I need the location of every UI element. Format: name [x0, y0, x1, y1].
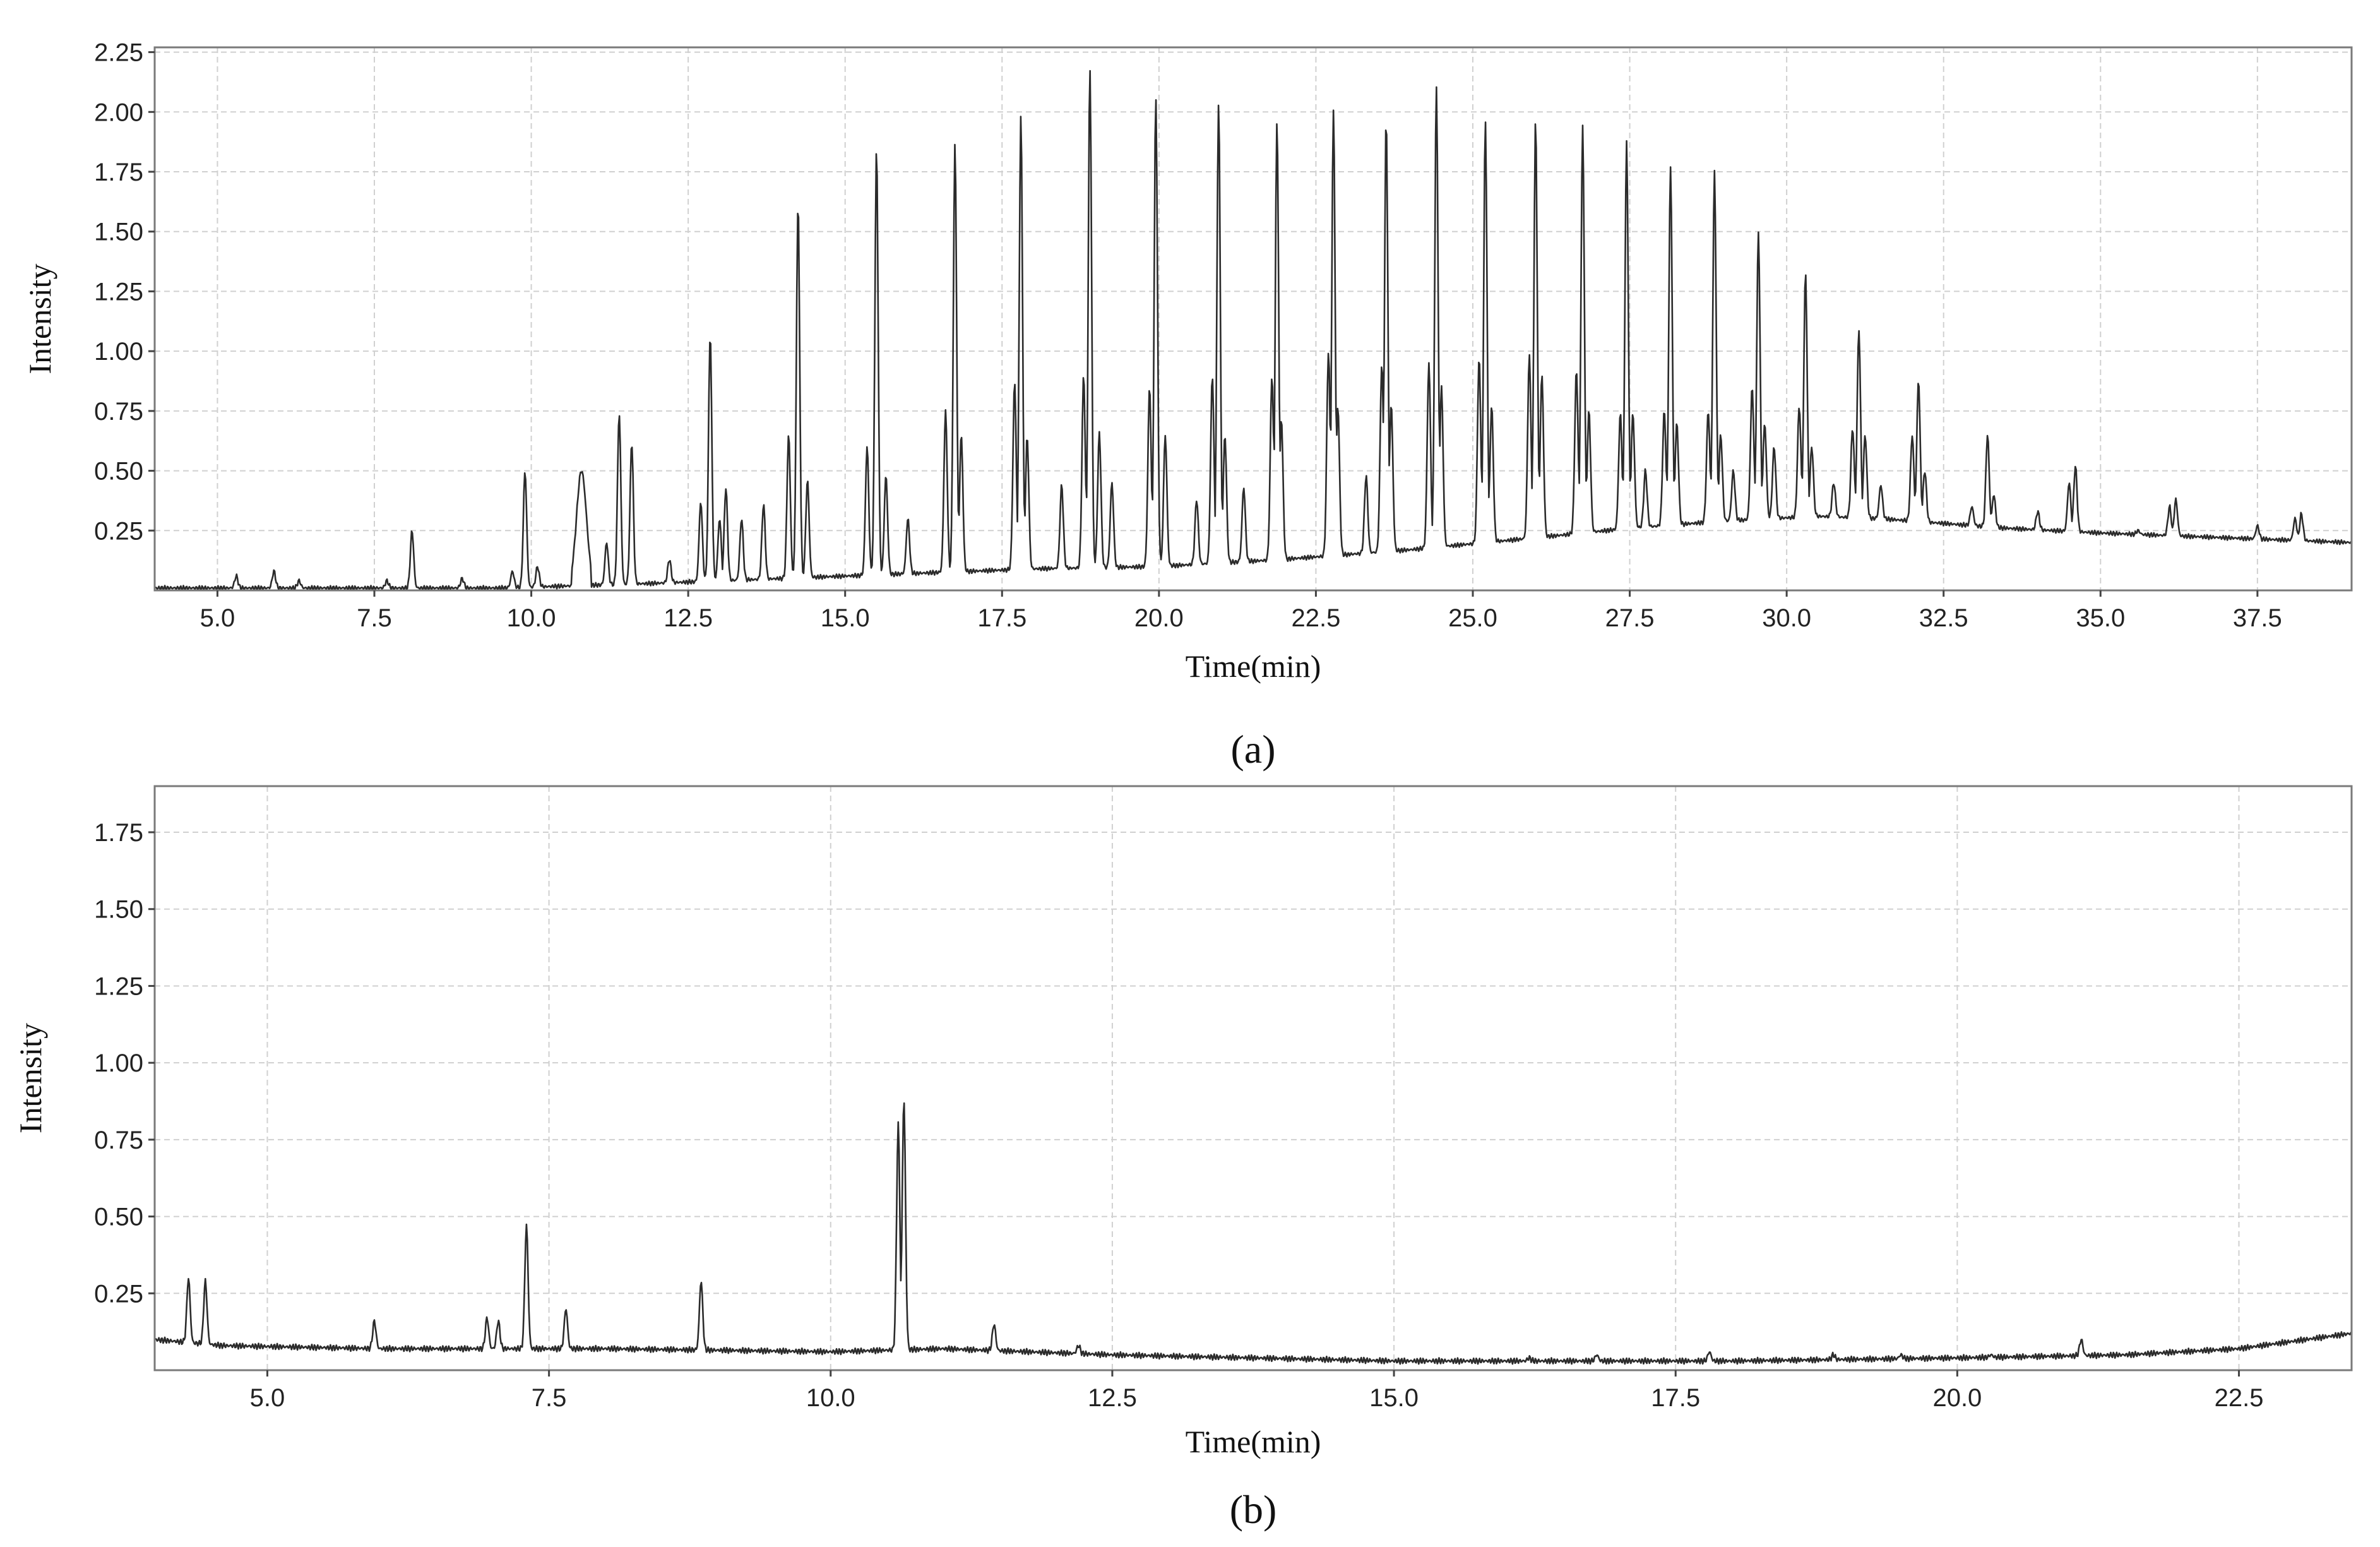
- y-ticks-b: 0.25 0.50 0.75 1.00 1.25 1.50 1.75: [94, 819, 155, 1308]
- x-axis-label-b: Time(min): [1186, 1424, 1321, 1459]
- chart-panel-b: 5.0 7.5 10.0 12.5 15.0 17.5 20.0 22.5 0.250.500…: [13, 785, 2353, 1532]
- plot-frame-b: [153, 785, 2353, 1371]
- x-tick-label: 27.5: [1605, 604, 1655, 632]
- y-tick-label: 0.75: [94, 1126, 143, 1154]
- x-tick-label: 20.0: [1134, 604, 1184, 632]
- x-ticks-a: 5.0 7.5 10.0 12.5 15.0 17.5 20.0 22.5 25.0 27.5 30…: [200, 590, 2282, 632]
- x-tick-label: 5.0: [200, 604, 235, 632]
- y-tick-label: 1.25: [94, 278, 143, 306]
- y-tick-label: 1.00: [94, 1049, 143, 1077]
- y-tick-label: 1.75: [94, 158, 143, 186]
- x-ticks-b: 5.0 7.5 10.0 12.5 15.0 17.5 20.0 22.5: [250, 1370, 2264, 1412]
- y-ticks-a: 0.25 0.50 0.75 1.00 1.25 1.50 1.75 2.00 2.25: [94, 39, 155, 545]
- y-tick-label: 1.75: [94, 819, 143, 847]
- x-tick-label: 37.5: [2233, 604, 2282, 632]
- x-tick-label: 32.5: [1919, 604, 1968, 632]
- x-tick-label: 10.0: [806, 1384, 855, 1412]
- x-tick-label: 30.0: [1762, 604, 1811, 632]
- chart-panel-a: 5.0 7.5 10.0 12.5 15.0 17.5 20.0 22.5 25.0 27.5 30…: [22, 39, 2353, 772]
- x-tick-label: 35.0: [2076, 604, 2125, 632]
- chromatogram-trace-a: [154, 69, 2352, 592]
- y-tick-label: 1.50: [94, 218, 143, 246]
- plot-frame-a: [153, 46, 2353, 592]
- gridlines-b: [155, 786, 2352, 1370]
- y-tick-label: 0.25: [94, 1280, 143, 1308]
- chromatogram-trace-b: [154, 1102, 2352, 1365]
- y-tick-label: 1.00: [94, 338, 143, 366]
- y-tick-label: 0.50: [94, 1204, 143, 1231]
- x-tick-label: 15.0: [821, 604, 870, 632]
- x-tick-label: 17.5: [977, 604, 1026, 632]
- y-tick-label: 0.75: [94, 398, 143, 426]
- x-tick-label: 10.0: [507, 604, 556, 632]
- x-axis-label-a: Time(min): [1186, 648, 1321, 684]
- gridlines-a: [155, 47, 2352, 590]
- y-tick-label: 0.25: [94, 517, 143, 545]
- x-tick-label: 22.5: [2215, 1384, 2264, 1412]
- y-tick-label: 0.50: [94, 458, 143, 486]
- x-tick-label: 15.0: [1369, 1384, 1419, 1412]
- x-tick-label: 25.0: [1448, 604, 1497, 632]
- y-tick-label: 1.50: [94, 896, 143, 924]
- panel-label-a: (a): [1230, 727, 1275, 772]
- y-axis-label-b: Intensity: [13, 1023, 48, 1133]
- panel-label-b: (b): [1230, 1487, 1277, 1532]
- y-tick-label: 1.25: [94, 972, 143, 1000]
- x-tick-label: 7.5: [532, 1384, 567, 1412]
- x-tick-label: 12.5: [1088, 1384, 1137, 1412]
- x-tick-label: 22.5: [1291, 604, 1340, 632]
- y-axis-label-a: Intensity: [22, 264, 57, 374]
- x-tick-label: 17.5: [1651, 1384, 1700, 1412]
- x-tick-label: 7.5: [357, 604, 392, 632]
- x-tick-label: 20.0: [1932, 1384, 1982, 1412]
- y-tick-label: 2.25: [94, 39, 143, 67]
- x-tick-label: 12.5: [663, 604, 713, 632]
- x-tick-label: 5.0: [250, 1384, 285, 1412]
- y-tick-label: 2.00: [94, 99, 143, 126]
